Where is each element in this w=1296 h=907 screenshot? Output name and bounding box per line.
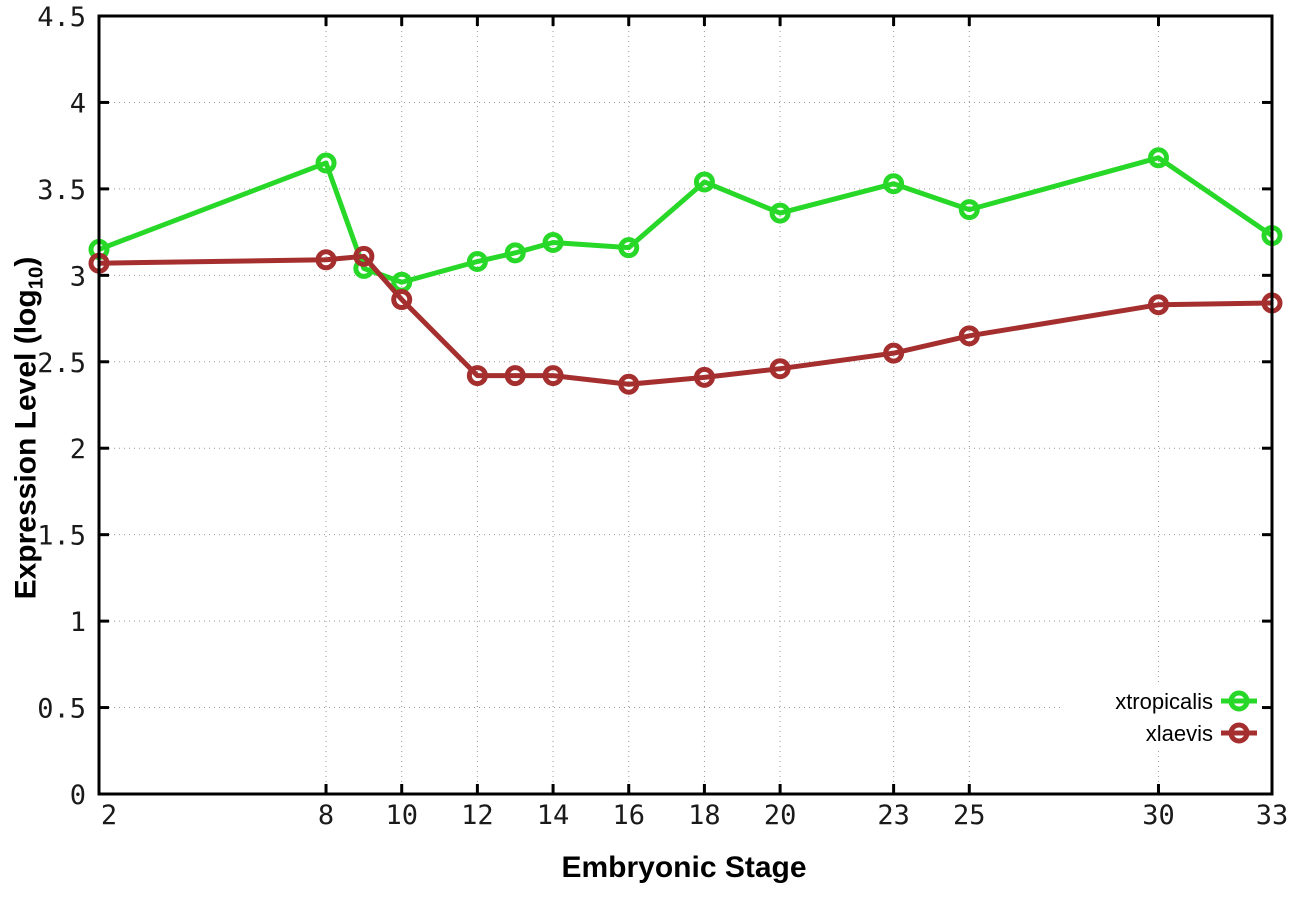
legend-label-xtropicalis: xtropicalis: [1115, 689, 1213, 714]
x-tick-label: 8: [318, 800, 334, 831]
data-point-xlaevis: [618, 373, 640, 395]
x-axis-title: Embryonic Stage: [561, 851, 807, 884]
plot-border: [97, 14, 1274, 796]
data-point-xtropicalis: [542, 231, 564, 253]
x-tick-label: 2: [101, 800, 117, 831]
data-point-xtropicalis: [466, 251, 488, 273]
x-tick-label: 10: [385, 800, 418, 831]
data-point-xtropicalis: [1147, 147, 1169, 169]
x-tick-label: 30: [1142, 800, 1175, 831]
y-tick-label: 3.5: [37, 175, 86, 206]
series-line-xtropicalis: [98, 155, 1274, 285]
y-tick-label: 0: [70, 780, 86, 811]
data-point-xlaevis: [958, 325, 980, 347]
data-point-xlaevis: [1147, 294, 1169, 316]
data-point-xlaevis: [353, 245, 375, 267]
y-tick-label: 2: [70, 434, 86, 465]
data-point-xlaevis: [693, 366, 715, 388]
x-tick-label: 16: [612, 800, 645, 831]
data-point-xtropicalis: [504, 242, 526, 264]
y-tick-label: 1: [70, 607, 86, 638]
data-point-xtropicalis: [883, 173, 905, 195]
x-tick-label: 20: [764, 800, 797, 831]
y-axis-title: Expression Level (log10): [10, 257, 49, 600]
data-point-xtropicalis: [315, 152, 337, 174]
x-tick-label: 23: [877, 800, 910, 831]
x-tick-label: 14: [537, 800, 570, 831]
data-point-xlaevis: [542, 365, 564, 387]
data-point-xtropicalis: [958, 199, 980, 221]
legend-background: [1064, 683, 1262, 749]
y-tick-label: 3: [70, 261, 86, 292]
legend-marker-xtropicalis: [1228, 690, 1250, 712]
data-point-xtropicalis: [618, 237, 640, 259]
data-point-xlaevis: [315, 249, 337, 271]
legend-marker-xlaevis: [1228, 722, 1250, 744]
data-point-xtropicalis: [693, 171, 715, 193]
x-tick-label: 33: [1256, 800, 1289, 831]
legend-label-xlaevis: xlaevis: [1146, 721, 1213, 746]
y-tick-label: 4: [70, 88, 86, 119]
x-tick-label: 18: [688, 800, 721, 831]
y-axis-title-text: Expression Level (log: [9, 289, 43, 600]
y-tick-label: 1.5: [37, 521, 86, 552]
data-point-xlaevis: [504, 365, 526, 387]
y-tick-label: 4.5: [37, 2, 86, 33]
y-tick-label: 0.5: [37, 694, 86, 725]
y-tick-label: 2.5: [37, 348, 86, 379]
y-axis-title-subscript: 10: [25, 266, 48, 290]
data-point-xtropicalis: [769, 202, 791, 224]
data-point-xlaevis: [391, 289, 413, 311]
data-point-xlaevis: [883, 342, 905, 364]
data-point-xlaevis: [466, 365, 488, 387]
y-axis-title-suffix: ): [9, 256, 43, 267]
data-point-xlaevis: [769, 358, 791, 380]
x-tick-label: 12: [461, 800, 494, 831]
x-tick-label: 25: [953, 800, 986, 831]
